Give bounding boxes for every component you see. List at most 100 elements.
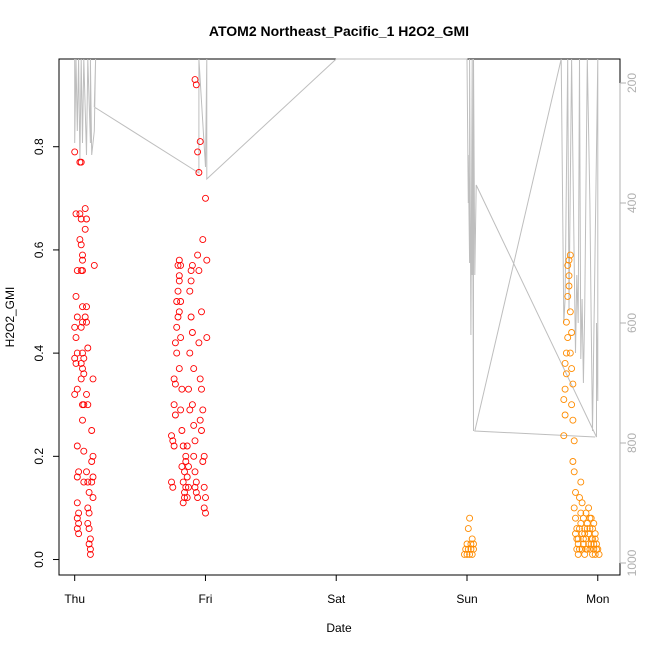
data-point <box>179 442 187 450</box>
data-point <box>79 251 86 259</box>
data-point <box>464 525 472 533</box>
y-tick-label: 0.0 <box>32 551 46 568</box>
data-point <box>79 318 86 326</box>
data-point <box>77 215 85 223</box>
data-point <box>195 169 203 176</box>
data-point <box>191 437 199 445</box>
data-point <box>562 370 570 378</box>
data-point <box>561 359 569 367</box>
data-point <box>185 483 192 491</box>
data-point <box>590 519 598 527</box>
data-point <box>200 483 208 491</box>
data-point <box>86 545 94 553</box>
data-point <box>188 261 196 269</box>
data-point <box>73 313 81 321</box>
data-point <box>191 76 199 84</box>
data-point <box>564 292 572 300</box>
data-point <box>174 261 182 269</box>
data-point <box>463 540 471 548</box>
data-point <box>188 401 196 409</box>
data-point <box>583 545 591 553</box>
data-point <box>192 488 200 496</box>
data-point <box>570 504 578 512</box>
data-point <box>177 334 185 342</box>
data-point <box>190 452 198 460</box>
data-point <box>200 452 208 460</box>
data-point <box>79 365 86 373</box>
data-point <box>196 138 204 146</box>
data-point <box>79 256 86 264</box>
data-point <box>574 535 582 543</box>
data-point <box>202 194 209 202</box>
data-point <box>594 545 602 553</box>
data-point <box>468 535 476 543</box>
data-point <box>169 437 177 445</box>
data-point <box>177 406 185 414</box>
data-point <box>569 380 577 388</box>
data-point <box>466 550 474 558</box>
data-point <box>90 261 98 269</box>
data-point <box>198 427 205 434</box>
data-point <box>83 390 90 398</box>
data-point <box>590 540 598 548</box>
data-point <box>81 205 89 213</box>
data-point <box>175 277 183 285</box>
data-point <box>590 545 598 553</box>
data-point <box>77 323 85 331</box>
data-point <box>71 354 79 362</box>
data-point <box>77 359 85 367</box>
data-point <box>80 478 88 486</box>
data-point <box>88 427 96 434</box>
data-point <box>187 313 195 321</box>
data-point <box>593 540 600 548</box>
data-point <box>173 349 181 357</box>
x-tick-label: Thu <box>64 592 85 606</box>
data-point <box>81 225 89 233</box>
data-point <box>185 385 192 393</box>
data-point <box>168 432 175 440</box>
data-point <box>182 452 190 460</box>
data-point <box>179 499 187 507</box>
data-point <box>75 519 83 527</box>
data-point <box>175 308 183 316</box>
data-point <box>462 545 470 553</box>
data-point <box>561 411 569 419</box>
data-point <box>80 447 88 455</box>
data-point <box>174 313 182 321</box>
data-point <box>579 535 587 543</box>
right-tick-label: 200 <box>625 73 639 93</box>
data-point <box>591 530 599 538</box>
data-point <box>86 550 94 558</box>
data-point <box>568 401 576 409</box>
data-point <box>89 452 97 460</box>
data-point <box>77 267 85 275</box>
data-point <box>88 478 96 486</box>
data-point <box>177 298 185 305</box>
data-point <box>73 442 81 450</box>
data-point <box>181 494 188 502</box>
data-point <box>202 509 209 517</box>
data-point <box>190 365 198 373</box>
data-point <box>83 468 90 476</box>
y-tick-label: 0.6 <box>32 241 46 258</box>
data-point <box>72 210 80 218</box>
data-point <box>72 292 80 300</box>
data-point <box>460 550 468 558</box>
data-point <box>589 535 596 543</box>
data-point <box>562 318 570 326</box>
data-point <box>73 514 81 522</box>
data-point <box>183 494 191 502</box>
y-tick-label: 0.8 <box>32 138 46 155</box>
data-point <box>72 359 80 367</box>
data-point <box>572 530 579 538</box>
data-point <box>89 473 97 481</box>
data-point <box>570 437 578 445</box>
data-point <box>199 236 207 244</box>
data-point <box>194 251 202 259</box>
data-point <box>76 210 84 218</box>
data-point <box>178 385 186 393</box>
data-point <box>77 375 85 383</box>
data-point <box>170 442 178 450</box>
y-tick-label: 0.4 <box>32 344 46 361</box>
data-point <box>71 323 79 331</box>
